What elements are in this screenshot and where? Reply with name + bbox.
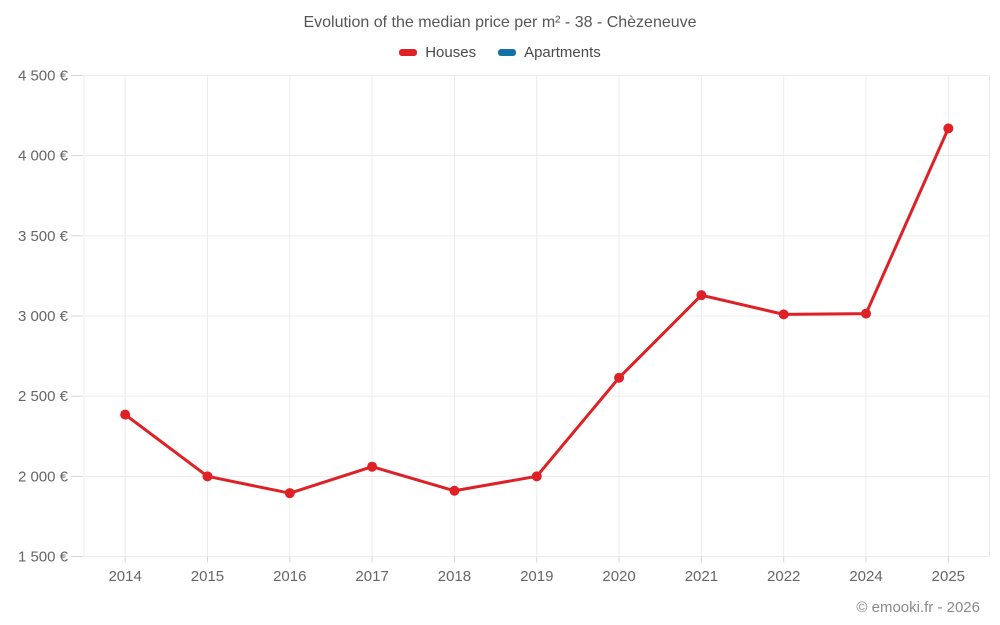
y-axis-label: 3 000 € <box>18 308 69 325</box>
houses-data-point[interactable] <box>778 309 789 320</box>
x-axis-label: 2021 <box>685 568 718 585</box>
houses-data-point[interactable] <box>120 409 131 420</box>
legend-label-apartments: Apartments <box>524 44 601 61</box>
houses-data-point[interactable] <box>943 123 954 134</box>
x-axis-label: 2014 <box>108 568 141 585</box>
x-axis-label: 2017 <box>355 568 388 585</box>
houses-data-point[interactable] <box>202 471 213 482</box>
y-axis-label: 2 000 € <box>18 468 69 485</box>
x-axis-label: 2018 <box>438 568 471 585</box>
y-axis-label: 3 500 € <box>18 228 69 245</box>
x-axis-label: 2025 <box>932 568 965 585</box>
houses-data-point[interactable] <box>449 485 460 496</box>
legend-label-houses: Houses <box>425 44 477 61</box>
y-axis-label: 4 000 € <box>18 148 69 165</box>
copyright-watermark: © emooki.fr - 2026 <box>856 599 980 616</box>
houses-data-point[interactable] <box>367 461 378 472</box>
x-axis-label: 2015 <box>191 568 224 585</box>
houses-data-point[interactable] <box>284 488 295 499</box>
x-axis-label: 2016 <box>273 568 306 585</box>
x-axis-label: 2019 <box>520 568 553 585</box>
houses-data-point[interactable] <box>614 372 625 383</box>
legend-item-houses[interactable]: Houses <box>399 44 476 61</box>
y-axis-label: 2 500 € <box>18 388 69 405</box>
x-axis-label: 2020 <box>602 568 635 585</box>
houses-series-swatch <box>399 49 418 56</box>
y-axis-label: 1 500 € <box>18 549 69 566</box>
chart-title: Evolution of the median price per m² - 3… <box>303 14 697 31</box>
x-axis-label: 2024 <box>849 568 882 585</box>
houses-data-point[interactable] <box>531 471 542 482</box>
legend-item-apartments[interactable]: Apartments <box>498 44 601 61</box>
houses-data-point[interactable] <box>861 308 872 319</box>
x-axis-label: 2022 <box>767 568 800 585</box>
y-axis-label: 4 500 € <box>18 68 69 85</box>
apartments-series-swatch <box>498 49 517 56</box>
houses-data-point[interactable] <box>696 290 707 301</box>
chart-legend: Houses Apartments <box>0 44 1000 61</box>
